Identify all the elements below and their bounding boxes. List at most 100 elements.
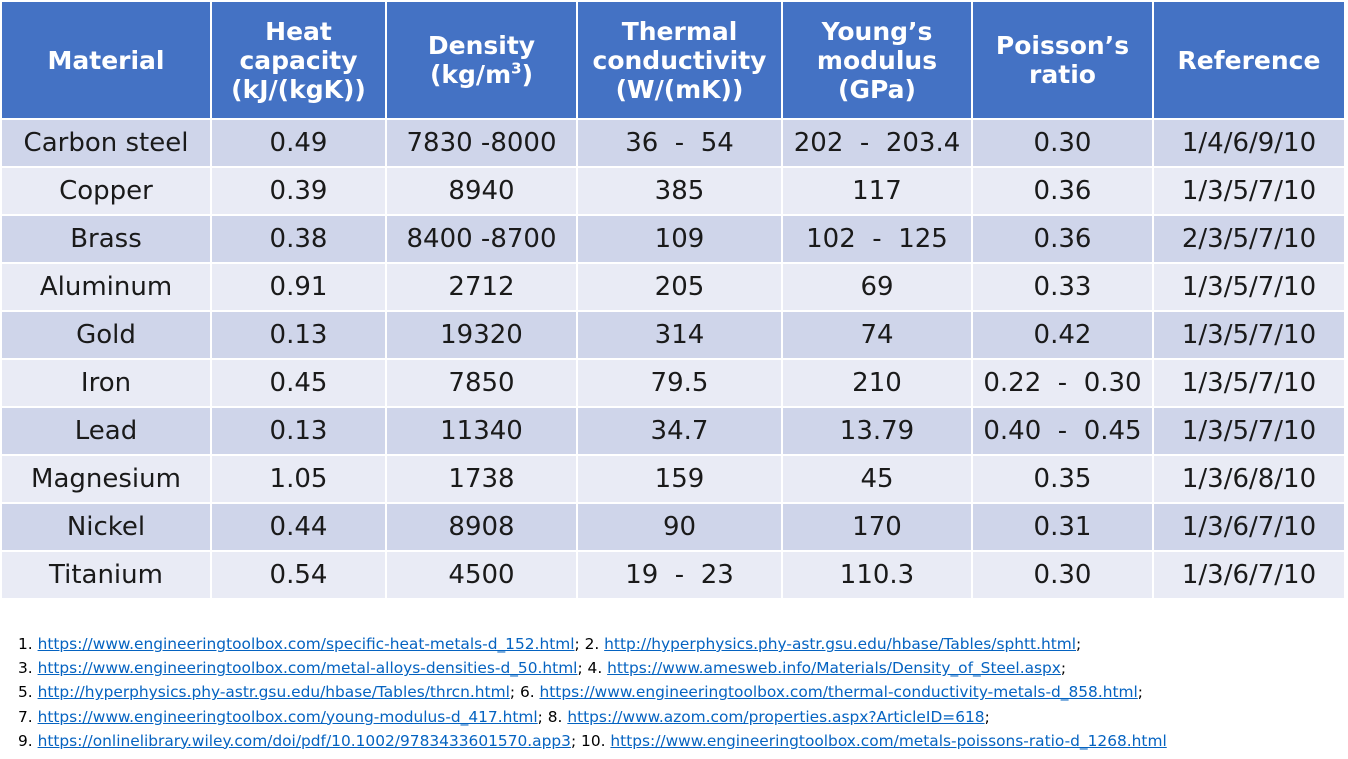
references-footnote: 1. https://www.engineeringtoolbox.com/sp… [18,632,1343,753]
reference-link[interactable]: https://www.engineeringtoolbox.com/therm… [539,683,1138,702]
cell-reference: 1/3/6/7/10 [1152,502,1346,552]
cell-poissons-ratio: 0.35 [971,454,1154,504]
cell-poissons-ratio: 0.36 [971,214,1154,264]
cell-poissons-ratio: 0.31 [971,502,1154,552]
table-row: Lead 0.13 11340 34.7 13.79 0.40 - 0.45 1/3/5/7… [0,406,1346,456]
header-poissons-ratio: Poisson’s ratio [971,0,1154,120]
reference-link[interactable]: https://www.engineeringtoolbox.com/metal… [37,659,578,678]
cell-heat-capacity: 0.45 [210,358,387,408]
reference-link[interactable]: https://onlinelibrary.wiley.com/doi/pdf/… [37,731,571,750]
reference-number: 5. [18,683,38,702]
cell-thermal-conductivity: 34.7 [576,406,783,456]
cell-material: Magnesium [0,454,212,504]
reference-link[interactable]: https://www.engineeringtoolbox.com/speci… [37,635,575,653]
header-thermal-conductivity: Thermal conductivity (W/(mK)) [576,0,783,120]
reference-line: 7. https://www.engineeringtoolbox.com/yo… [18,705,1343,729]
header-material: Material [0,0,212,120]
cell-youngs-modulus: 210 [781,358,973,408]
cell-density: 19320 [385,310,578,360]
cell-reference: 1/3/5/7/10 [1152,262,1346,312]
reference-separator: ; [570,731,582,750]
cell-thermal-conductivity: 19 - 23 [576,550,783,600]
reference-link[interactable]: https://www.engineeringtoolbox.com/metal… [610,731,1167,750]
reference-number: 8. [547,707,568,726]
cell-youngs-modulus: 202 - 203.4 [781,118,973,168]
cell-poissons-ratio: 0.36 [971,166,1154,216]
reference-number: 2. [584,635,605,653]
table-row: Copper 0.39 8940 385 117 0.36 1/3/5/7/10 [0,166,1346,216]
reference-separator: ; [1060,659,1067,678]
cell-reference: 1/3/6/7/10 [1152,550,1346,600]
reference-link[interactable]: http://hyperphysics.phy-astr.gsu.edu/hba… [37,683,510,702]
reference-line: 3. https://www.engineeringtoolbox.com/me… [18,656,1343,680]
table-row: Carbon steel 0.49 7830 -8000 36 - 54 202 - 2… [0,118,1346,168]
cell-density: 8400 -8700 [385,214,578,264]
cell-youngs-modulus: 110.3 [781,550,973,600]
cell-youngs-modulus: 69 [781,262,973,312]
cell-material: Titanium [0,550,212,600]
cell-thermal-conductivity: 36 - 54 [576,118,783,168]
cell-poissons-ratio: 0.33 [971,262,1154,312]
cell-thermal-conductivity: 205 [576,262,783,312]
cell-heat-capacity: 0.13 [210,310,387,360]
cell-thermal-conductivity: 109 [576,214,783,264]
cell-reference: 1/3/5/7/10 [1152,358,1346,408]
cell-material: Lead [0,406,212,456]
cell-material: Iron [0,358,212,408]
reference-number: 1. [18,635,38,653]
cell-density: 7830 -8000 [385,118,578,168]
cell-youngs-modulus: 117 [781,166,973,216]
header-row: Material Heat capacity (kJ/(kgK)) Densit… [0,0,1346,120]
reference-line: 1. https://www.engineeringtoolbox.com/sp… [18,632,1343,656]
reference-link[interactable]: https://www.azom.com/properties.aspx?Art… [567,707,985,726]
reference-number: 9. [18,731,38,750]
reference-separator: ; [537,707,548,726]
reference-link[interactable]: https://www.amesweb.info/Materials/Densi… [607,659,1061,678]
cell-heat-capacity: 0.44 [210,502,387,552]
cell-youngs-modulus: 13.79 [781,406,973,456]
cell-material: Nickel [0,502,212,552]
cell-heat-capacity: 0.39 [210,166,387,216]
reference-separator: ; [1076,635,1082,653]
cell-reference: 1/4/6/9/10 [1152,118,1346,168]
reference-link[interactable]: https://www.engineeringtoolbox.com/young… [37,707,538,726]
reference-number: 4. [587,659,608,678]
reference-separator: ; [1137,683,1143,702]
table-row: Gold 0.13 19320 314 74 0.42 1/3/5/7/10 [0,310,1346,360]
cell-poissons-ratio: 0.40 - 0.45 [971,406,1154,456]
cell-heat-capacity: 1.05 [210,454,387,504]
reference-line: 5. http://hyperphysics.phy-astr.gsu.edu/… [18,680,1343,704]
table-row: Nickel 0.44 8908 90 170 0.31 1/3/6/7/10 [0,502,1346,552]
cell-thermal-conductivity: 385 [576,166,783,216]
header-heat-capacity: Heat capacity (kJ/(kgK)) [210,0,387,120]
cell-poissons-ratio: 0.30 [971,550,1154,600]
cell-material: Aluminum [0,262,212,312]
cell-youngs-modulus: 74 [781,310,973,360]
cell-reference: 1/3/5/7/10 [1152,310,1346,360]
reference-number: 6. [519,683,540,702]
cell-poissons-ratio: 0.30 [971,118,1154,168]
cell-density: 7850 [385,358,578,408]
reference-separator: ; [574,635,585,653]
reference-separator: ; [509,683,520,702]
cell-material: Brass [0,214,212,264]
cell-density: 2712 [385,262,578,312]
cell-heat-capacity: 0.91 [210,262,387,312]
cell-youngs-modulus: 45 [781,454,973,504]
cell-material: Copper [0,166,212,216]
cell-material: Gold [0,310,212,360]
cell-heat-capacity: 0.38 [210,214,387,264]
cell-reference: 1/3/5/7/10 [1152,166,1346,216]
cell-density: 8908 [385,502,578,552]
reference-separator: ; [577,659,588,678]
reference-number: 3. [18,659,38,678]
cell-poissons-ratio: 0.42 [971,310,1154,360]
reference-link[interactable]: http://hyperphysics.phy-astr.gsu.edu/hba… [604,635,1077,653]
header-density: Density (kg/m3) [385,0,578,120]
cell-material: Carbon steel [0,118,212,168]
table-body: Carbon steel 0.49 7830 -8000 36 - 54 202 - 2… [0,118,1346,600]
reference-line: 9. https://onlinelibrary.wiley.com/doi/p… [18,729,1343,753]
cell-heat-capacity: 0.49 [210,118,387,168]
header-youngs-modulus: Young’s modulus (GPa) [781,0,973,120]
